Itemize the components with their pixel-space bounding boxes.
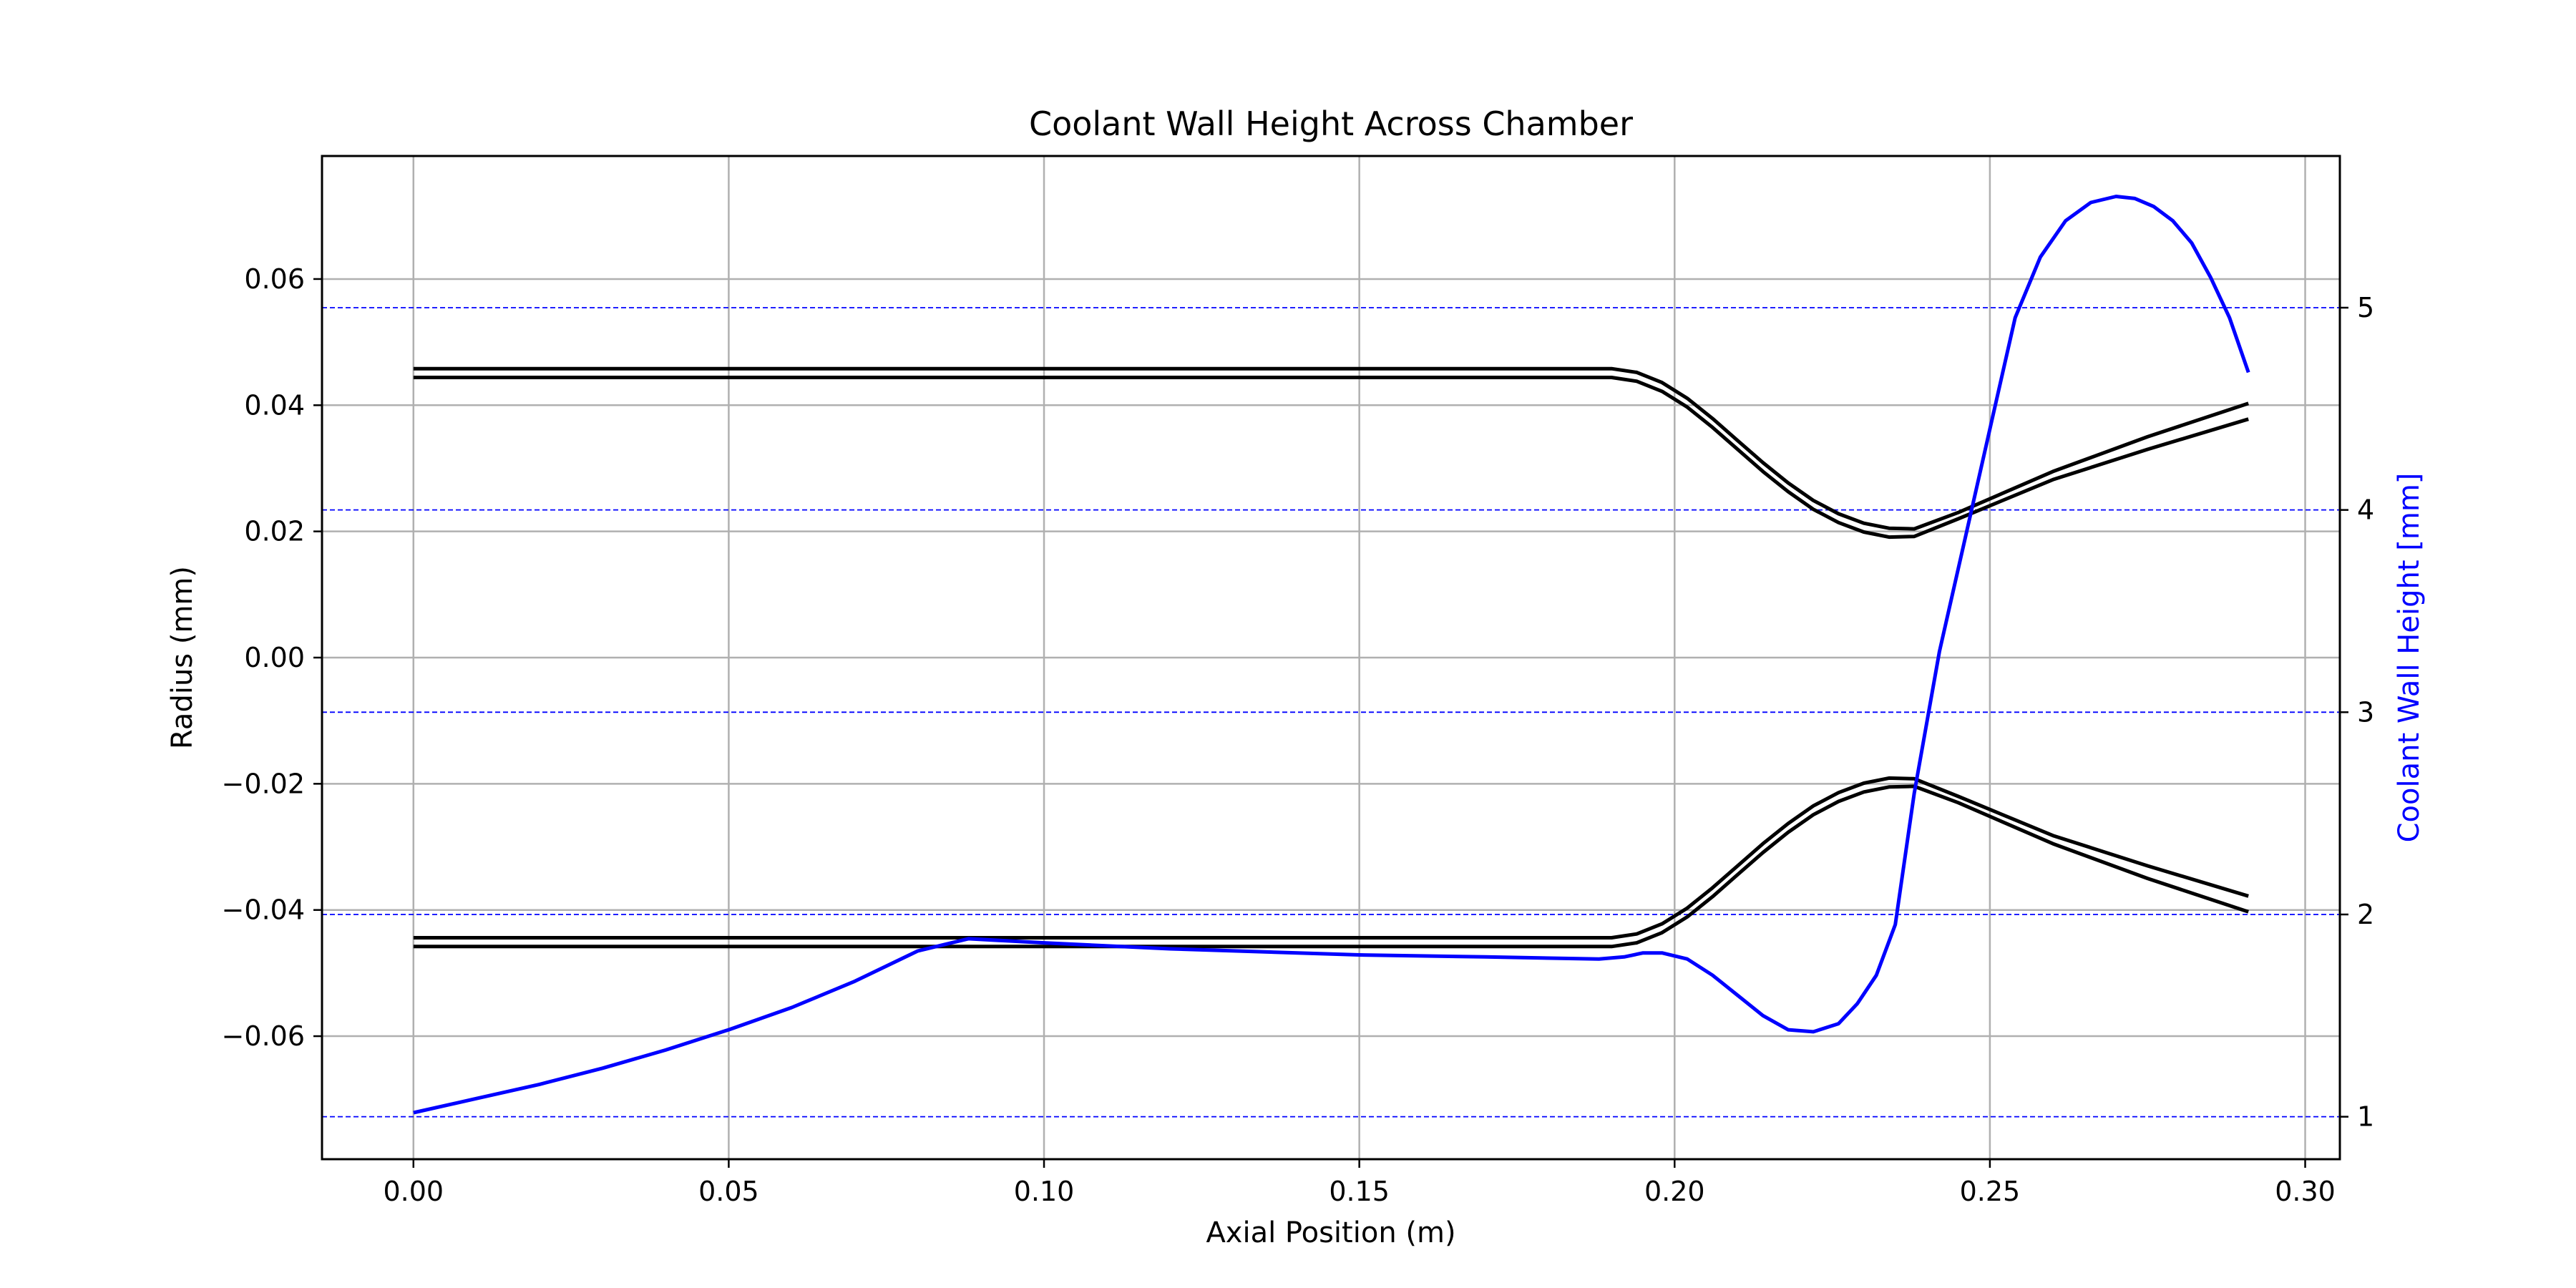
x-tick-label: 0.15: [1329, 1176, 1390, 1207]
y2-tick-label: 3: [2357, 696, 2374, 728]
y-tick-label: 0.00: [244, 642, 305, 673]
y-axis-ticks: 0.06 0.04 0.02 0.00 −0.02 −0.04 −0.06: [222, 263, 322, 1052]
secondary-grid: [322, 307, 2340, 1118]
y-tick-label: 0.04: [244, 389, 305, 421]
y2-tick-label: 4: [2357, 494, 2374, 526]
x-tick-label: 0.25: [1960, 1176, 2021, 1207]
y2-tick-label: 1: [2357, 1101, 2374, 1133]
series-group: [413, 195, 2250, 1115]
x-tick-label: 0.00: [383, 1176, 444, 1207]
y-tick-label: 0.02: [244, 516, 305, 547]
y-tick-label: −0.04: [222, 894, 305, 926]
chamber-contour-line-3: [413, 776, 2249, 940]
y-tick-label: 0.06: [244, 263, 305, 295]
x-tick-label: 0.10: [1014, 1176, 1075, 1207]
y2-axis-label: Coolant Wall Height [mm]: [2393, 473, 2426, 843]
grid: [322, 156, 2340, 1159]
y2-axis-ticks: 5 4 3 2 1: [2340, 292, 2374, 1133]
chamber-contour-line-2: [413, 376, 2249, 540]
x-tick-label: 0.30: [2275, 1176, 2336, 1207]
coolant-wall-height-line: [413, 195, 2250, 1115]
y-tick-label: −0.06: [222, 1020, 305, 1052]
y2-tick-label: 2: [2357, 899, 2374, 930]
chamber-contour-line-4: [413, 784, 2249, 949]
x-axis-ticks: 0.00 0.05 0.10 0.15 0.20 0.25 0.30: [383, 1159, 2336, 1207]
y-axis-label: Radius (mm): [166, 566, 199, 749]
chart-title: Coolant Wall Height Across Chamber: [1029, 104, 1633, 143]
y2-tick-label: 5: [2357, 292, 2374, 323]
x-tick-label: 0.20: [1644, 1176, 1705, 1207]
x-tick-label: 0.05: [698, 1176, 759, 1207]
y-tick-label: −0.02: [222, 768, 305, 799]
x-axis-label: Axial Position (m): [1206, 1216, 1455, 1249]
